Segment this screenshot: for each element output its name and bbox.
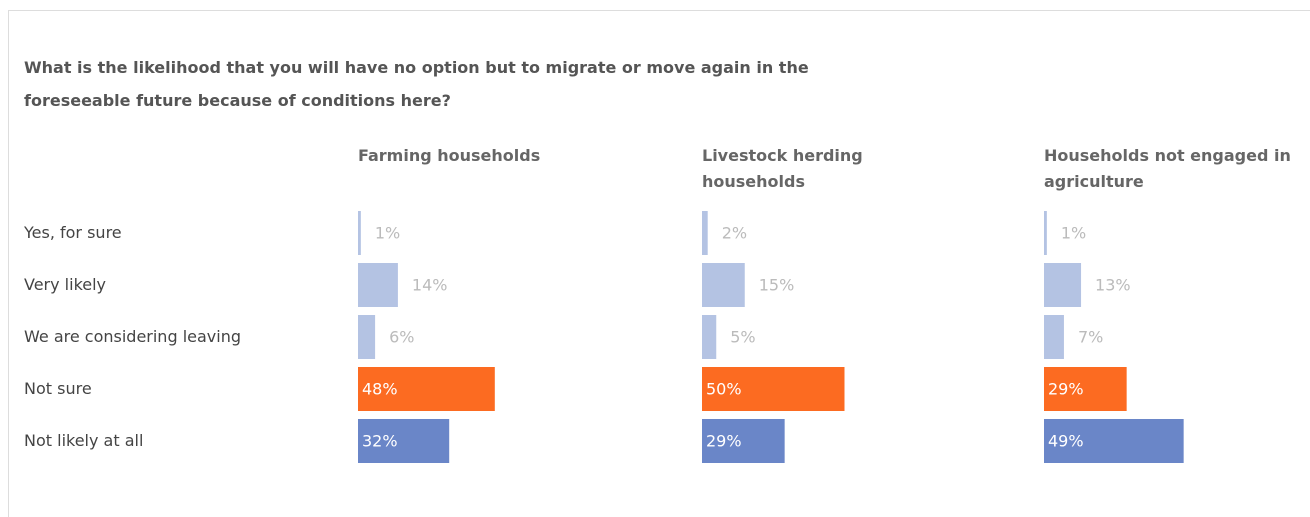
category-label: Yes, for sure <box>24 223 122 242</box>
bar <box>1044 211 1047 255</box>
category-label: Very likely <box>24 275 107 294</box>
bar <box>358 211 361 255</box>
value-label: 14% <box>412 276 448 295</box>
value-label: 5% <box>730 328 755 347</box>
bar <box>702 315 717 359</box>
category-label: Not sure <box>24 379 92 398</box>
bar <box>1044 263 1082 307</box>
bar <box>358 315 376 359</box>
bar <box>1044 419 1184 463</box>
chart-title: What is the likelihood that you will hav… <box>24 58 809 110</box>
value-label: 15% <box>759 276 795 295</box>
bar <box>702 367 845 411</box>
value-label: 50% <box>706 380 742 399</box>
panel-header: Livestock herding households <box>702 146 863 191</box>
bar <box>1044 367 1127 411</box>
value-label: 29% <box>706 432 742 451</box>
value-label: 13% <box>1095 276 1131 295</box>
category-label: We are considering leaving <box>24 327 241 346</box>
value-label: 29% <box>1048 380 1084 399</box>
bar <box>358 367 495 411</box>
card-border <box>8 10 1310 517</box>
value-label: 49% <box>1048 432 1084 451</box>
bar <box>358 419 450 463</box>
value-label: 1% <box>1061 224 1086 243</box>
bar <box>1044 315 1064 359</box>
value-label: 7% <box>1078 328 1103 347</box>
panel-header: Farming households <box>358 146 541 165</box>
bar <box>702 263 745 307</box>
category-label: Not likely at all <box>24 431 144 450</box>
bar <box>702 211 708 255</box>
value-label: 48% <box>362 380 398 399</box>
bar <box>702 419 785 463</box>
value-label: 1% <box>375 224 400 243</box>
bar <box>358 263 398 307</box>
value-label: 6% <box>389 328 414 347</box>
panel-header: Households not engaged in agriculture <box>1044 146 1291 191</box>
value-label: 32% <box>362 432 398 451</box>
value-label: 2% <box>722 224 747 243</box>
